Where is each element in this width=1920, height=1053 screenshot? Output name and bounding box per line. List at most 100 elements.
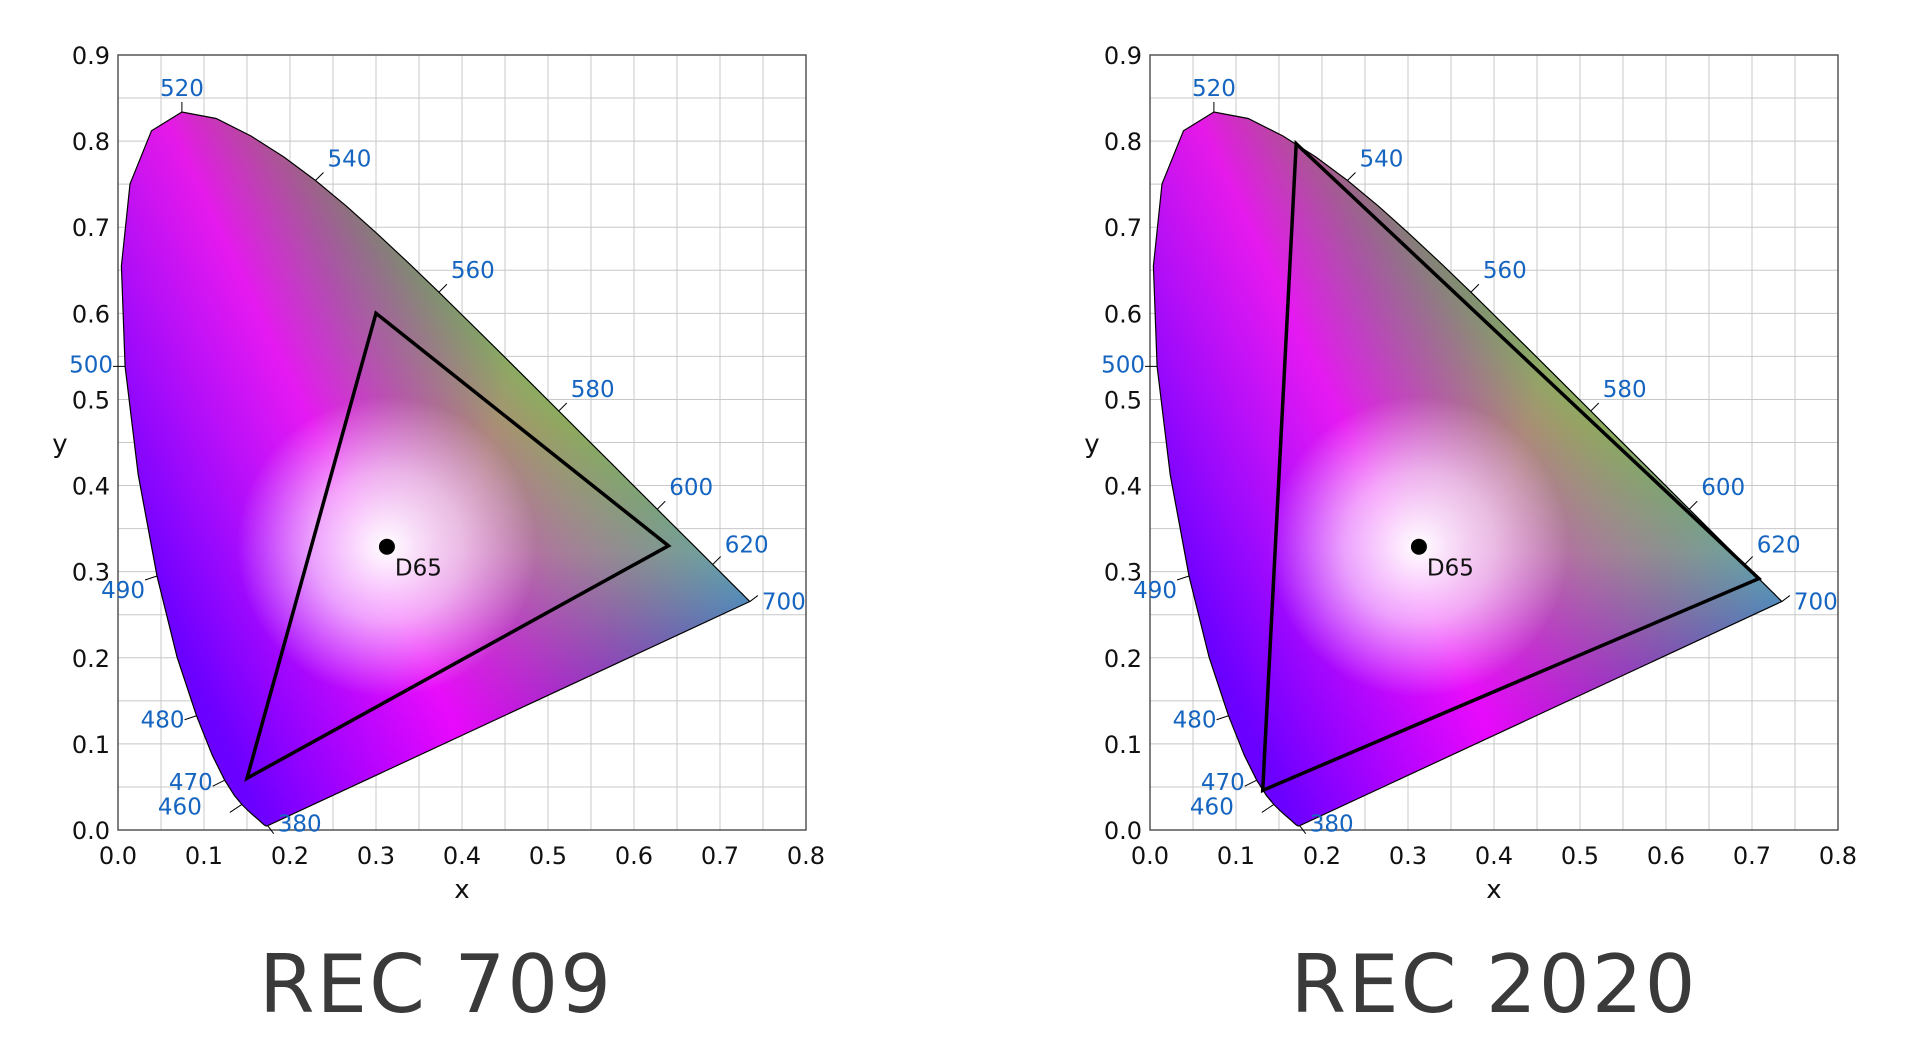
- y-tick-label: 0.4: [1104, 473, 1142, 501]
- wavelength-label: 380: [1310, 812, 1354, 838]
- x-tick-label: 0.6: [1647, 842, 1685, 870]
- gamut-triangle: [244, 310, 672, 782]
- wavelength-label: 620: [1757, 533, 1801, 559]
- wavelength-label: 600: [1701, 475, 1745, 501]
- wavelength-tick: [1347, 172, 1356, 181]
- x-tick-label: 0.4: [1475, 842, 1513, 870]
- x-tick-label: 0.0: [1131, 842, 1169, 870]
- wavelength-tick: [229, 804, 243, 813]
- plot-frame: [1149, 54, 1839, 831]
- wavelength-tick: [1261, 804, 1275, 813]
- white-point-label: D65: [1427, 556, 1474, 582]
- wavelength-label: 490: [101, 578, 145, 604]
- y-tick-label: 0.8: [1104, 128, 1142, 156]
- wavelength-label: 380: [278, 812, 322, 838]
- wavelength-tick: [184, 715, 197, 721]
- y-axis-label: y: [1084, 430, 1099, 460]
- x-tick-label: 0.2: [1303, 842, 1341, 870]
- wavelength-label: 470: [169, 770, 213, 796]
- wavelength-tick: [1744, 556, 1754, 565]
- x-axis-label: x: [454, 875, 469, 905]
- spectral-locus: [1152, 111, 1783, 827]
- x-tick-label: 0.3: [1389, 842, 1427, 870]
- wavelength-tick: [1470, 283, 1480, 293]
- wavelength-label: 480: [141, 708, 185, 734]
- y-tick-label: 0.5: [1104, 386, 1142, 414]
- wavelength-tick: [267, 825, 275, 834]
- wavelength-tick: [144, 575, 158, 581]
- x-tick-label: 0.7: [1733, 842, 1771, 870]
- wavelength-tick: [1176, 575, 1190, 581]
- white-point-marker: [378, 538, 395, 555]
- wavelength-tick: [712, 556, 722, 565]
- wavelength-label: 520: [160, 76, 204, 102]
- white-point-label: D65: [395, 556, 442, 582]
- gamut-caption: REC 709: [259, 938, 613, 1031]
- wavelength-label: 580: [1603, 377, 1647, 403]
- wavelength-label: 540: [327, 146, 371, 172]
- y-tick-label: 0.6: [72, 300, 110, 328]
- y-tick-label: 0.8: [72, 128, 110, 156]
- x-axis-label: x: [1486, 875, 1501, 905]
- wavelength-label: 520: [1192, 76, 1236, 102]
- spectral-locus: [120, 111, 751, 827]
- plot-frame: [117, 54, 807, 831]
- x-tick-label: 0.8: [1819, 842, 1857, 870]
- y-tick-label: 0.9: [72, 42, 110, 70]
- x-tick-label: 0.5: [1561, 842, 1599, 870]
- wavelength-tick: [749, 595, 759, 602]
- y-tick-label: 0.2: [1104, 645, 1142, 673]
- y-axis-label: y: [52, 430, 67, 460]
- y-tick-label: 0.4: [72, 473, 110, 501]
- x-tick-label: 0.1: [1217, 842, 1255, 870]
- wavelength-label: 460: [1190, 794, 1234, 820]
- wavelength-tick: [212, 779, 225, 787]
- wavelength-label: 470: [1201, 770, 1245, 796]
- wavelength-label: 490: [1133, 578, 1177, 604]
- wavelength-tick: [1590, 402, 1600, 412]
- chromaticity-chart-1: 0.0 0.1 0.2 0.3 0.4 0.5 0.6 0.7 0.8 0.0 0.1 0.2 0.3 0…: [52, 42, 825, 1031]
- y-tick-label: 0.0: [72, 817, 110, 845]
- wavelength-label: 560: [1483, 258, 1527, 284]
- chromaticity-chart-2: 0.0 0.1 0.2 0.3 0.4 0.5 0.6 0.7 0.8 0.0 0.1 0.2 0.3 0…: [1084, 42, 1857, 1031]
- y-tick-label: 0.7: [72, 214, 110, 242]
- wavelength-tick: [656, 500, 666, 510]
- x-tick-label: 0.3: [357, 842, 395, 870]
- x-tick-label: 0.5: [529, 842, 567, 870]
- y-tick-label: 0.0: [1104, 817, 1142, 845]
- wavelength-tick: [1244, 779, 1257, 787]
- x-tick-label: 0.6: [615, 842, 653, 870]
- wavelength-label: 560: [451, 258, 495, 284]
- wavelength-label: 580: [571, 377, 615, 403]
- wavelength-label: 500: [69, 352, 113, 378]
- gamut-caption: REC 2020: [1290, 938, 1697, 1031]
- y-tick-label: 0.3: [72, 559, 110, 587]
- x-tick-label: 0.8: [787, 842, 825, 870]
- wavelength-label: 700: [1794, 590, 1838, 616]
- wavelength-label: 600: [669, 475, 713, 501]
- y-tick-label: 0.1: [72, 731, 110, 759]
- y-tick-label: 0.7: [1104, 214, 1142, 242]
- wavelength-label: 480: [1173, 708, 1217, 734]
- wavelength-tick: [558, 402, 568, 412]
- y-tick-label: 0.3: [1104, 559, 1142, 587]
- wavelength-label: 460: [158, 794, 202, 820]
- x-tick-label: 0.0: [99, 842, 137, 870]
- wavelength-tick: [1781, 595, 1791, 602]
- wavelength-tick: [315, 172, 324, 181]
- gamut-triangle: [1260, 139, 1763, 794]
- white-point-marker: [1410, 538, 1427, 555]
- x-tick-label: 0.1: [185, 842, 223, 870]
- wavelength-label: 540: [1359, 146, 1403, 172]
- y-tick-label: 0.5: [72, 386, 110, 414]
- x-tick-label: 0.7: [701, 842, 739, 870]
- wavelength-label: 500: [1101, 352, 1145, 378]
- x-tick-label: 0.4: [443, 842, 481, 870]
- wavelength-tick: [1299, 825, 1307, 834]
- y-tick-label: 0.2: [72, 645, 110, 673]
- y-tick-label: 0.1: [1104, 731, 1142, 759]
- wavelength-label: 700: [762, 590, 806, 616]
- wavelength-tick: [1688, 500, 1698, 510]
- wavelength-tick: [1216, 715, 1229, 721]
